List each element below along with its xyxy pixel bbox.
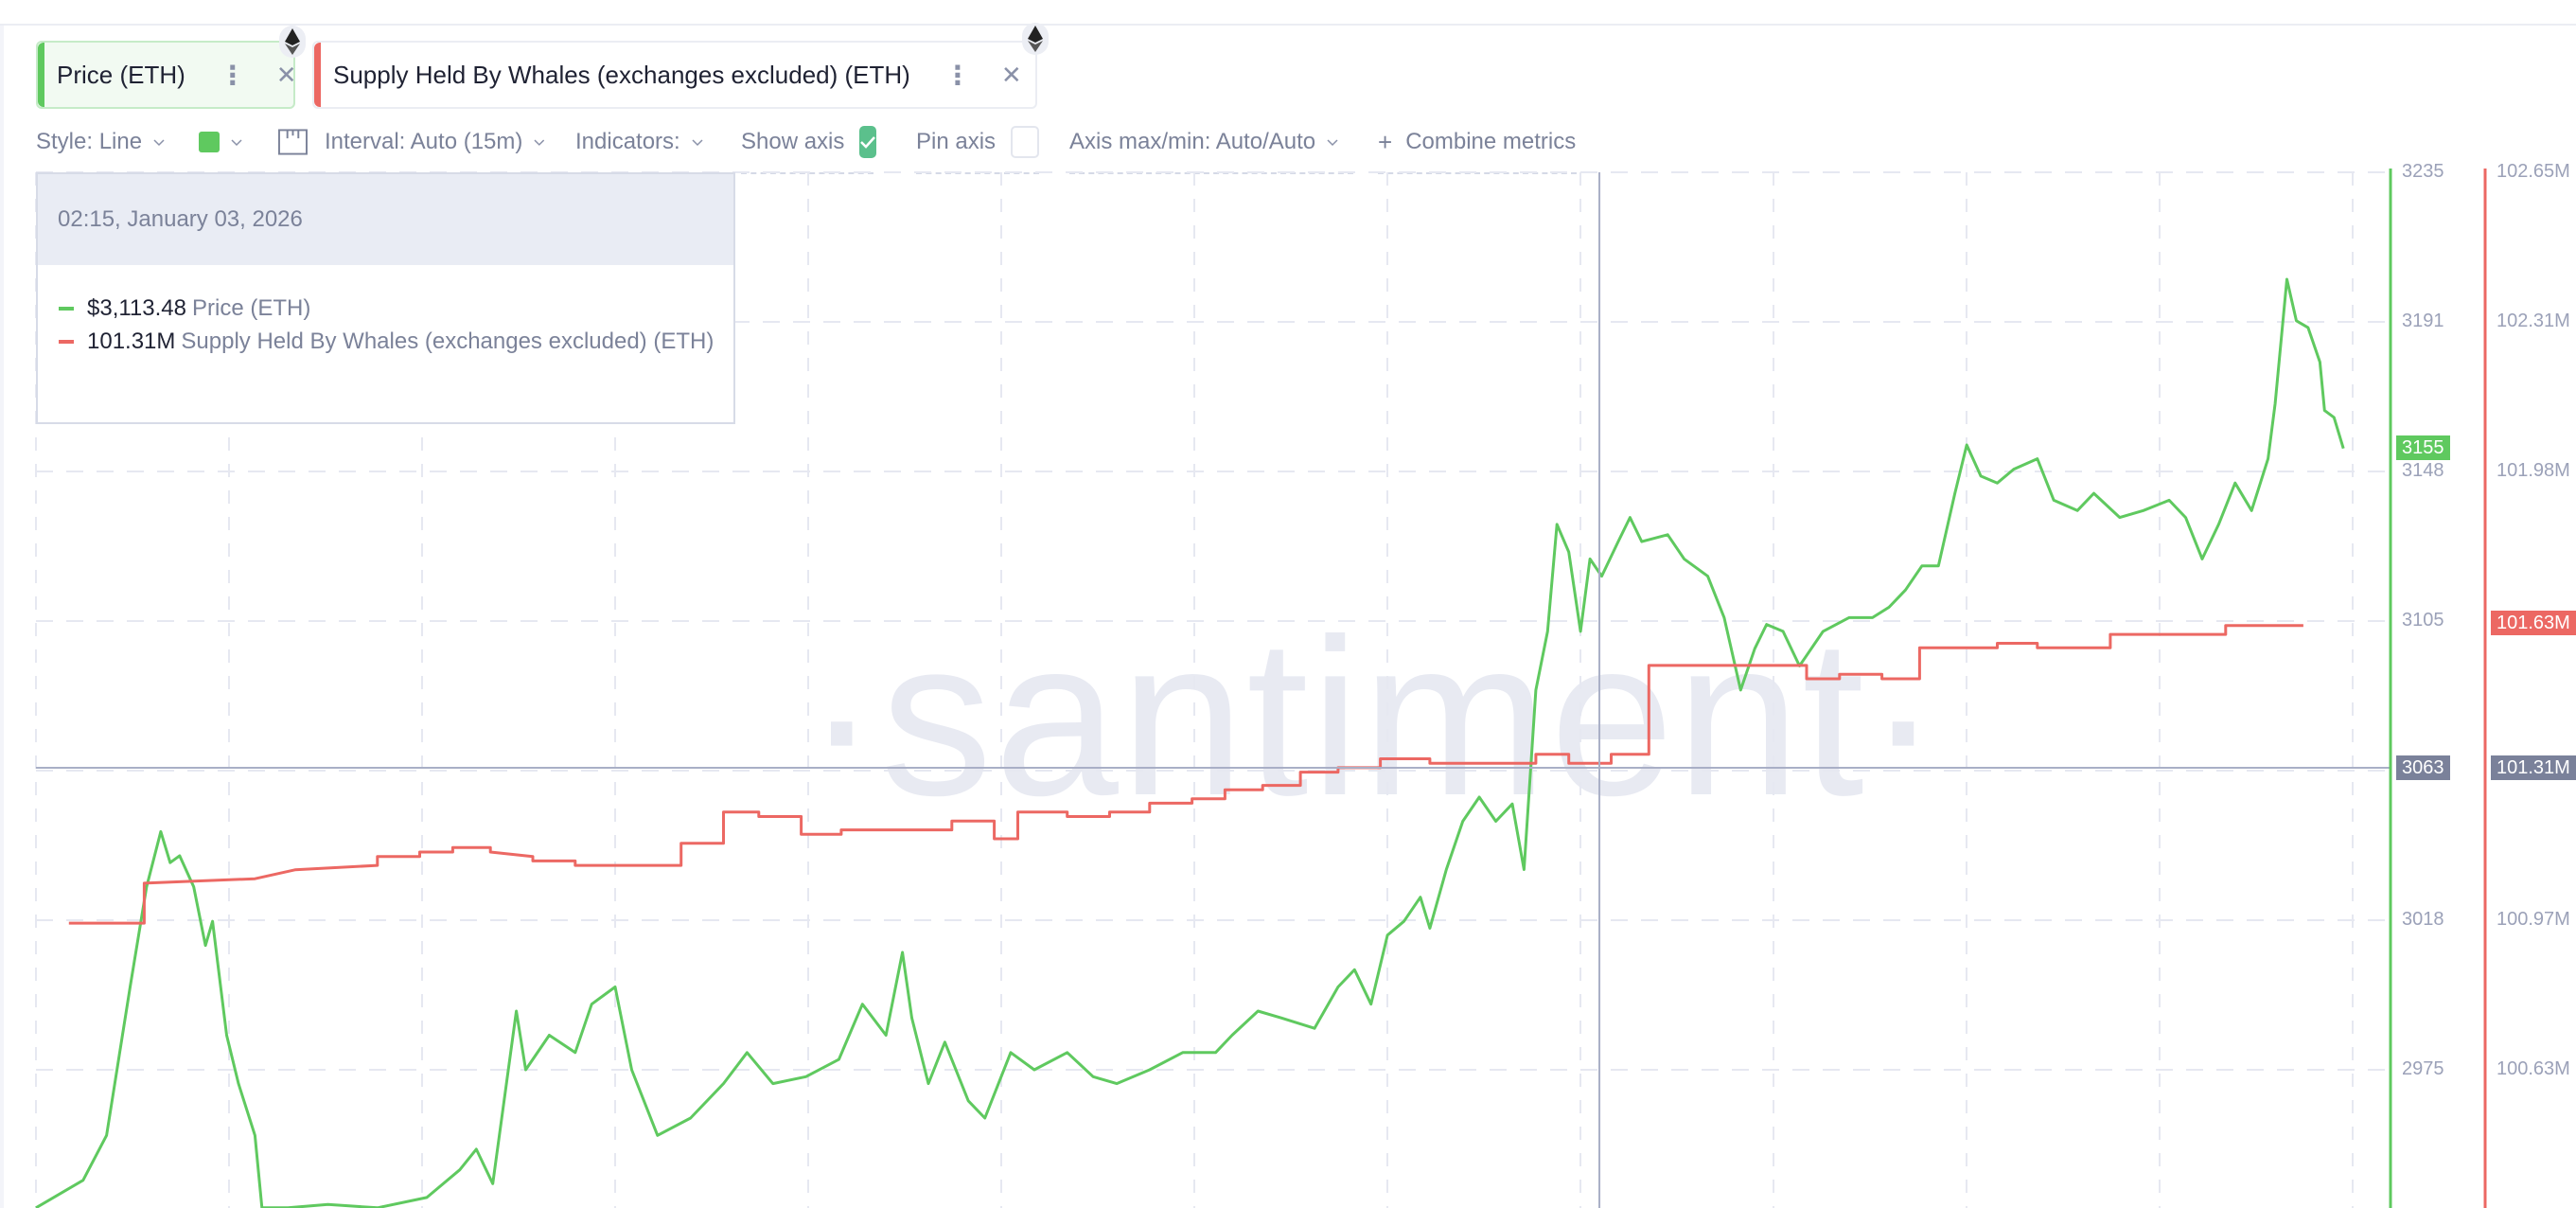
chart-tooltip: 02:15, January 03, 2026 $3,113.48 Price … [36,172,735,424]
ethereum-icon [1022,23,1049,55]
combine-metrics-label: Combine metrics [1405,129,1577,154]
pin-axis-checkbox[interactable] [1011,126,1039,158]
supply-axis-tick: 101.98M [2497,460,2570,481]
chevron-down-icon [153,139,165,147]
series-line [35,277,2345,1208]
vertical-dots-icon[interactable]: ⋮ [944,60,971,90]
legend-dash [59,307,74,311]
chevron-down-icon [1327,139,1338,147]
close-icon[interactable]: ✕ [275,60,297,89]
price-crosshair-badge: 3063 [2396,755,2450,780]
axis-maxmin-dropdown[interactable]: Axis max/min: Auto/Auto [1069,112,1353,174]
show-axis-label: Show axis [741,129,845,154]
supply-current-badge: 101.63M [2491,611,2576,635]
axis-maxmin-label: Axis max/min: Auto/Auto [1069,129,1316,154]
price-axis-tick: 2975 [2402,1058,2444,1079]
tooltip-row-price: $3,113.48 Price (ETH) [59,295,310,322]
vertical-dots-icon[interactable]: ⋮ [219,60,246,90]
metric-chip-supply[interactable]: Supply Held By Whales (exchanges exclude… [312,41,1037,109]
tooltip-value: 101.31M [87,329,176,354]
chevron-down-icon [231,139,242,147]
price-axis-tick: 3018 [2402,909,2444,930]
legend-dash [59,340,74,344]
tooltip-datetime: 02:15, January 03, 2026 [38,174,733,265]
supply-crosshair-badge: 101.31M [2491,755,2576,780]
metric-chip-price[interactable]: Price (ETH) ⋮ ✕ [36,41,297,109]
supply-axis-tick: 102.65M [2497,161,2570,182]
santiment-watermark: ·santiment· [804,593,1943,843]
left-edge [0,26,4,1208]
supply-axis-tick: 100.97M [2497,909,2570,930]
supply-axis-tick: 102.31M [2497,311,2570,331]
pin-axis-label: Pin axis [916,129,997,154]
price-axis-tick: 3148 [2402,460,2444,481]
chevron-down-icon [534,139,545,146]
checkmark-icon [860,136,876,149]
series-line [68,624,2303,925]
ruler-icon [278,129,308,155]
price-axis-tick: 3191 [2402,311,2444,331]
style-label: Style: Line [36,129,143,154]
indicators-label: Indicators: [575,129,680,154]
tooltip-metric-name: Supply Held By Whales (exchanges exclude… [181,329,715,354]
combine-metrics-button[interactable]: + Combine metrics [1378,112,1577,174]
plus-icon: + [1378,127,1393,156]
metric-label: Supply Held By Whales (exchanges exclude… [333,60,910,89]
chevron-down-icon [692,139,703,147]
metric-color-bar [38,43,44,107]
color-swatch [199,132,220,152]
tooltip-metric-name: Price (ETH) [192,295,311,321]
price-axis-tick: 3235 [2402,161,2444,182]
interval-label: Interval: Auto (15m) [324,129,523,154]
close-icon[interactable]: ✕ [1000,60,1022,89]
metric-label: Price (ETH) [57,60,185,89]
tooltip-value: $3,113.48 [87,295,186,321]
price-axis-tick: 3105 [2402,610,2444,631]
show-axis-checkbox[interactable] [859,126,877,158]
ethereum-icon [279,26,306,58]
supply-axis-tick: 100.63M [2497,1058,2570,1079]
price-current-badge: 3155 [2396,435,2450,460]
metric-color-bar [314,43,321,107]
tooltip-row-supply: 101.31M Supply Held By Whales (exchanges… [59,329,714,355]
top-bar [0,0,2576,26]
